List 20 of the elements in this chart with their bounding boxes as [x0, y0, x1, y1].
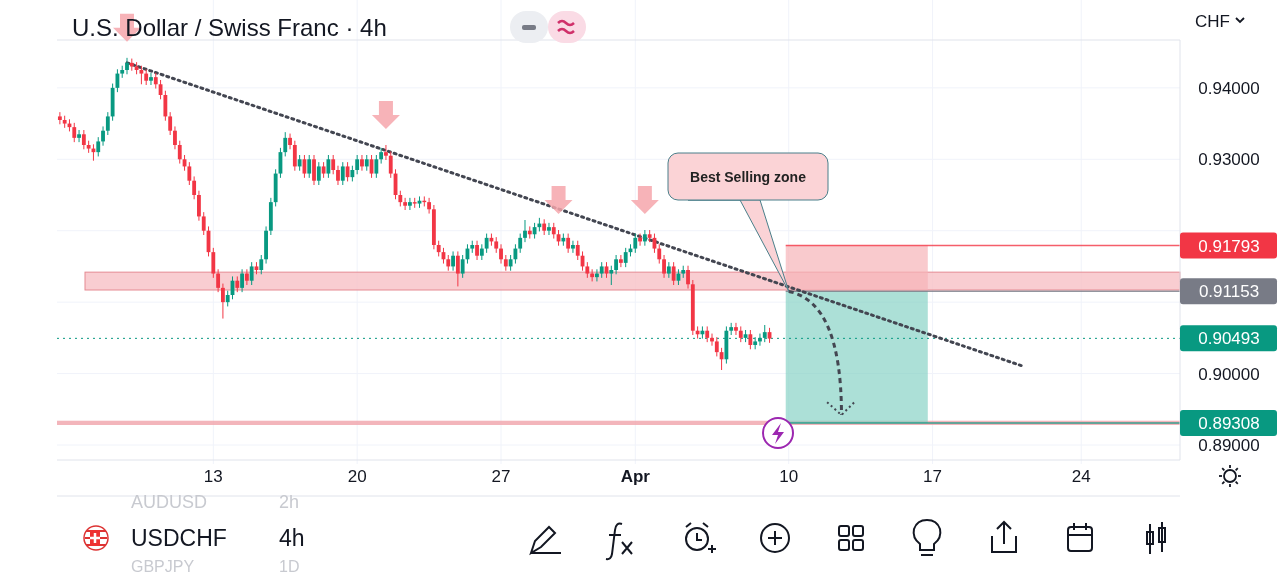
ref-line-label: 0.91793	[1198, 236, 1260, 256]
x-tick-label: 24	[1071, 467, 1091, 486]
x-tick-label: 27	[491, 467, 511, 486]
text: 4h	[279, 525, 305, 551]
ref-line-label: 0.91153	[1198, 282, 1260, 302]
y-tick-label: 0.89000	[1198, 436, 1260, 455]
y-tick-label: 0.93000	[1198, 150, 1260, 170]
ref-line-label: 0.90493	[1198, 329, 1260, 349]
x-tick-label: Apr	[620, 467, 651, 486]
y-axis-title: CHF	[1195, 12, 1230, 31]
x-tick-label: 10	[779, 467, 799, 486]
x-tick-label: 13	[203, 467, 223, 486]
y-tick-label: 0.94000	[1198, 78, 1260, 98]
ref-line-label: 0.89308	[1198, 414, 1260, 433]
x-tick-label: 20	[347, 467, 367, 486]
y-tick-label: 0.90000	[1198, 364, 1260, 384]
annotation: Best Selling zone	[690, 169, 807, 185]
chart-title: U.S. Dollar / Swiss Franc · 4h	[72, 14, 387, 41]
text: USDCHF	[131, 525, 227, 551]
x-tick-label: 17	[923, 467, 943, 486]
